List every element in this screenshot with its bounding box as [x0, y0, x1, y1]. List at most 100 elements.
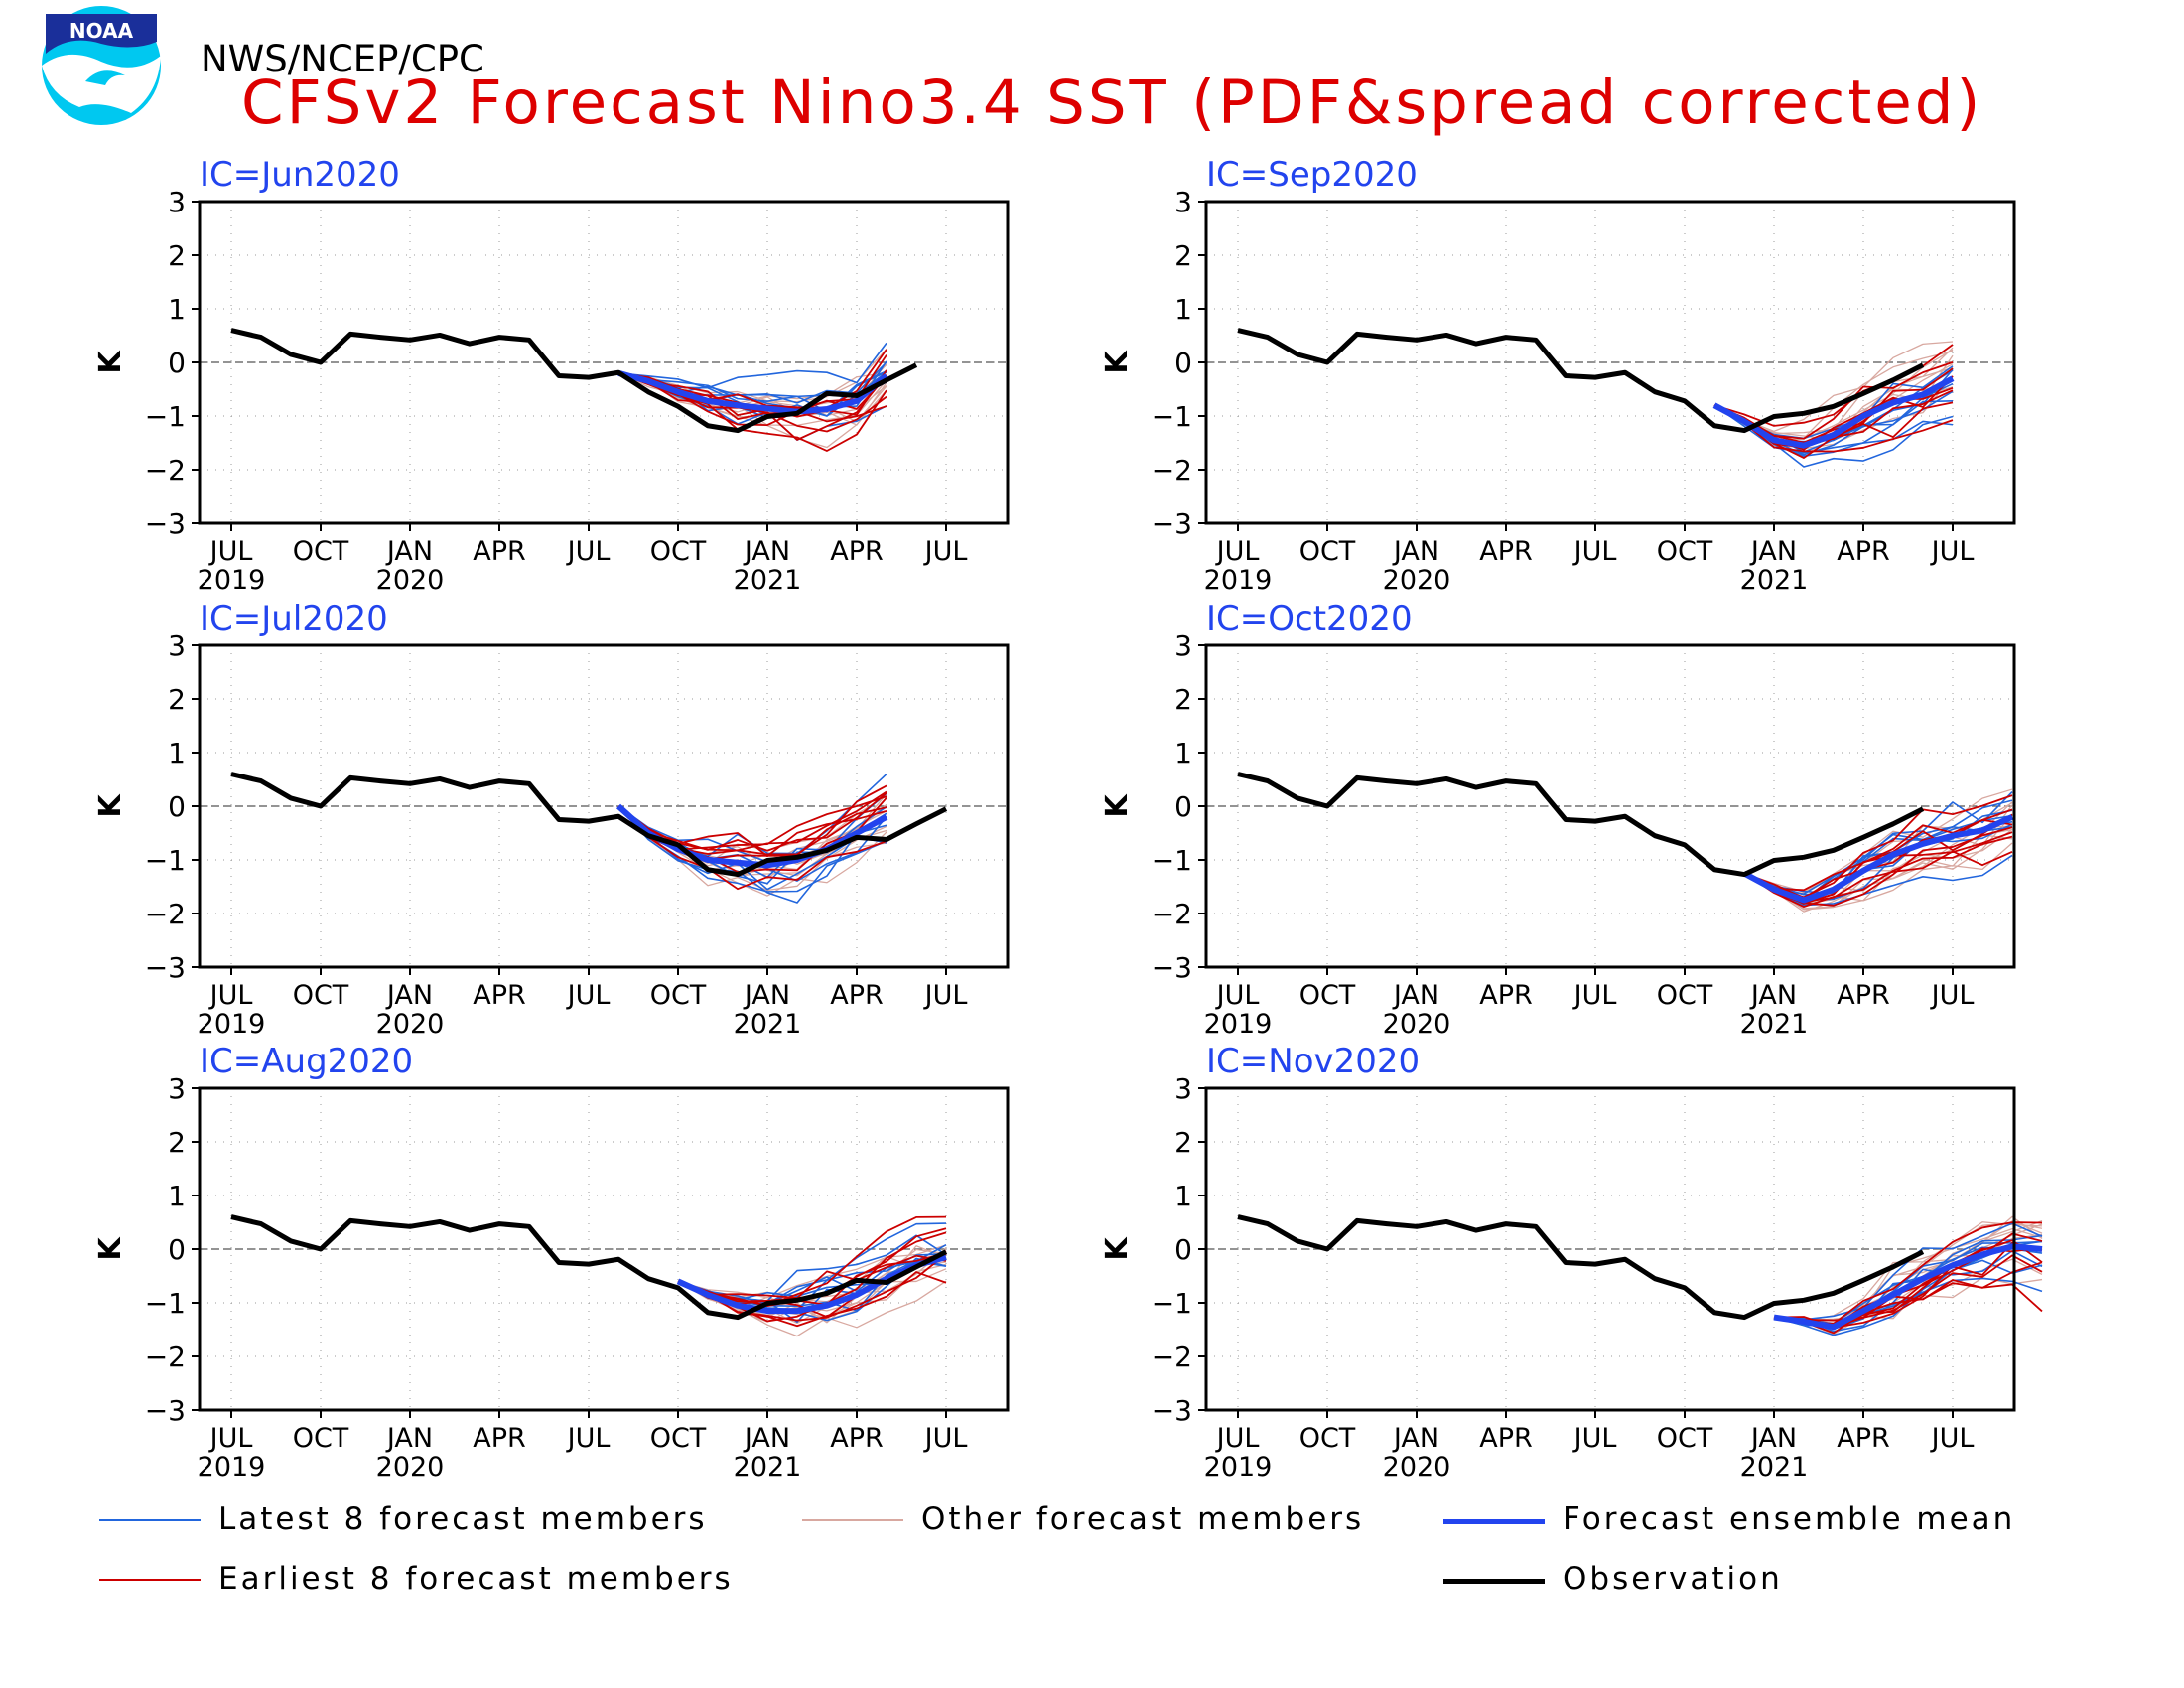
x-tick-year-label: 2019 [1204, 1009, 1273, 1040]
x-tick-label: OCT [1657, 980, 1713, 1011]
org-label: NWS/NCEP/CPC [201, 38, 484, 80]
y-tick-label: 0 [168, 347, 186, 379]
x-tick-label: JUL [566, 1423, 611, 1454]
x-tick-label: JAN [385, 980, 433, 1011]
earliest-member-line [617, 371, 887, 441]
earliest-member-line [617, 791, 887, 852]
x-tick-label: JUL [1572, 980, 1617, 1011]
y-tick-label: 1 [168, 737, 186, 770]
y-tick-label: 0 [168, 1233, 186, 1266]
earliest-member-line [1743, 835, 2013, 908]
y-tick-label: 1 [1174, 293, 1192, 326]
earliest-member-line [677, 1254, 947, 1299]
x-tick-label: JUL [1215, 1423, 1260, 1454]
y-tick-label: −2 [145, 1340, 186, 1373]
y-tick-label: 3 [1174, 186, 1192, 218]
x-tick-year-label: 2019 [1204, 565, 1273, 596]
observation-line [230, 772, 948, 878]
y-axis-label: K [93, 1236, 128, 1261]
page-title: CFSv2 Forecast Nino3.4 SST (PDF&spread c… [241, 68, 1983, 138]
x-tick-label: JUL [566, 980, 611, 1011]
noaa-logo: NOAA [42, 6, 161, 125]
y-tick-label: −3 [1152, 951, 1192, 984]
x-tick-year-label: 2019 [198, 565, 266, 596]
observation-line [1237, 1214, 1925, 1321]
latest-member-line [617, 342, 887, 389]
x-tick-label: JAN [1392, 536, 1439, 567]
y-axis-label: K [93, 793, 128, 818]
x-tick-label: OCT [1299, 536, 1356, 567]
y-tick-label: −1 [1152, 1287, 1192, 1320]
y-tick-label: −1 [1152, 400, 1192, 433]
y-tick-label: −3 [145, 951, 186, 984]
x-tick-label: APR [1837, 1423, 1890, 1454]
x-tick-label: APR [830, 980, 884, 1011]
x-tick-label: JUL [1572, 1423, 1617, 1454]
legend-label: Latest 8 forecast members [218, 1501, 708, 1537]
x-tick-year-label: 2020 [1383, 1452, 1451, 1482]
x-tick-label: OCT [1299, 1423, 1356, 1454]
x-tick-label: APR [1837, 536, 1890, 567]
x-tick-label: JUL [566, 536, 611, 567]
plot-frame [198, 200, 1010, 525]
other-member-line [1743, 788, 2013, 893]
x-tick-label: JUL [208, 1423, 253, 1454]
x-tick-label: JAN [1749, 980, 1797, 1011]
x-tick-year-label: 2021 [734, 565, 802, 596]
ensemble-mean-line [1742, 814, 2014, 904]
y-tick-label: 1 [168, 293, 186, 326]
y-tick-label: 0 [168, 790, 186, 823]
x-tick-year-label: 2020 [1383, 1009, 1451, 1040]
legend-swatch [99, 1579, 201, 1581]
earliest-member-line [617, 371, 887, 433]
y-tick-label: −1 [145, 400, 186, 433]
x-tick-label: JAN [1392, 980, 1439, 1011]
x-tick-label: JAN [743, 1423, 790, 1454]
y-tick-label: −1 [145, 844, 186, 877]
y-tick-label: −1 [145, 1287, 186, 1320]
legend-label: Observation [1563, 1561, 1783, 1597]
x-tick-label: JAN [385, 1423, 433, 1454]
x-tick-label: OCT [293, 1423, 349, 1454]
latest-member-line [617, 805, 887, 904]
x-tick-label: JUL [1215, 980, 1260, 1011]
earliest-member-line [617, 354, 887, 411]
y-tick-label: 3 [168, 1072, 186, 1105]
x-tick-label: OCT [1657, 1423, 1713, 1454]
x-tick-label: JAN [1749, 1423, 1797, 1454]
latest-member-line [1773, 1259, 2043, 1329]
x-tick-label: OCT [650, 536, 707, 567]
plot-frame [1204, 643, 2016, 969]
x-tick-label: JUL [1930, 980, 1975, 1011]
y-tick-label: −2 [1152, 898, 1192, 930]
x-tick-label: APR [473, 536, 526, 567]
x-tick-year-label: 2020 [376, 1452, 445, 1482]
earliest-member-line [677, 1253, 947, 1322]
latest-member-line [1713, 404, 1954, 454]
x-tick-label: JAN [1749, 536, 1797, 567]
earliest-member-line [677, 1251, 947, 1308]
y-tick-label: 1 [1174, 737, 1192, 770]
legend-label: Forecast ensemble mean [1563, 1501, 2016, 1537]
x-tick-year-label: 2021 [734, 1452, 802, 1482]
legend-label: Other forecast members [921, 1501, 1365, 1537]
x-tick-year-label: 2021 [1740, 1452, 1809, 1482]
panel-title: IC=Aug2020 [200, 1042, 413, 1081]
y-tick-label: 3 [168, 630, 186, 662]
x-tick-label: APR [830, 536, 884, 567]
x-tick-year-label: 2020 [376, 1009, 445, 1040]
x-tick-label: OCT [293, 980, 349, 1011]
y-tick-label: 2 [168, 1126, 186, 1159]
x-tick-label: APR [473, 980, 526, 1011]
x-tick-label: APR [1479, 1423, 1533, 1454]
x-tick-label: JUL [1572, 536, 1617, 567]
panel-title: IC=Sep2020 [1206, 155, 1418, 195]
observation-line [1237, 328, 1925, 434]
y-tick-label: −2 [1152, 454, 1192, 487]
y-tick-label: −2 [1152, 1340, 1192, 1373]
x-tick-label: JAN [1392, 1423, 1439, 1454]
y-tick-label: 2 [1174, 1126, 1192, 1159]
